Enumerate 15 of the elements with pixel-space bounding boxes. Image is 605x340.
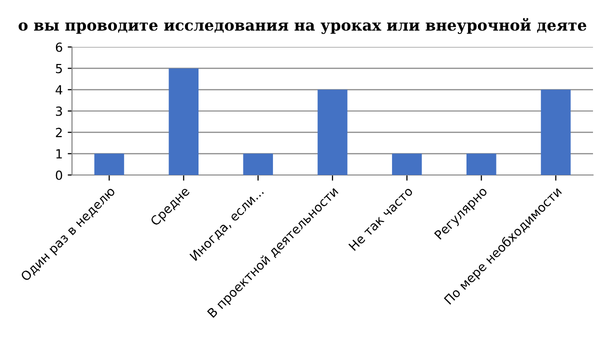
bar [318,90,348,175]
y-tick-label: 3 [56,106,62,116]
y-tick-label: 5 [56,64,62,74]
bar [540,90,571,175]
bar [392,154,422,175]
chart-title: о вы проводите исследования на уроках или внеурочной деяте [18,18,586,34]
y-tick-label: 4 [56,85,62,94]
y-tick-label: 1 [56,149,62,158]
bar [466,154,496,175]
bar [168,68,199,175]
bar [243,154,273,175]
y-tick-label: 6 [56,42,62,52]
y-tick-label: 0 [56,170,62,180]
y-tick-label: 2 [56,128,62,138]
bar [94,154,124,175]
